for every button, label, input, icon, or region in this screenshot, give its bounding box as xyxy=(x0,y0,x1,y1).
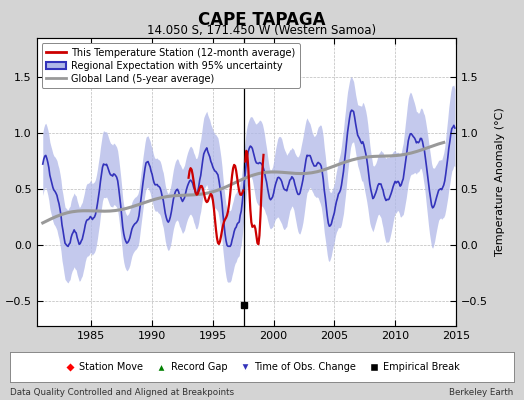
Y-axis label: Temperature Anomaly (°C): Temperature Anomaly (°C) xyxy=(495,108,505,256)
Legend: Station Move, Record Gap, Time of Obs. Change, Empirical Break: Station Move, Record Gap, Time of Obs. C… xyxy=(61,359,463,375)
Text: CAPE TAPAGA: CAPE TAPAGA xyxy=(198,11,326,29)
Text: Berkeley Earth: Berkeley Earth xyxy=(449,388,514,397)
Text: Data Quality Controlled and Aligned at Breakpoints: Data Quality Controlled and Aligned at B… xyxy=(10,388,235,397)
Text: 14.050 S, 171.450 W (Western Samoa): 14.050 S, 171.450 W (Western Samoa) xyxy=(147,24,377,37)
Legend: This Temperature Station (12-month average), Regional Expectation with 95% uncer: This Temperature Station (12-month avera… xyxy=(41,43,300,88)
